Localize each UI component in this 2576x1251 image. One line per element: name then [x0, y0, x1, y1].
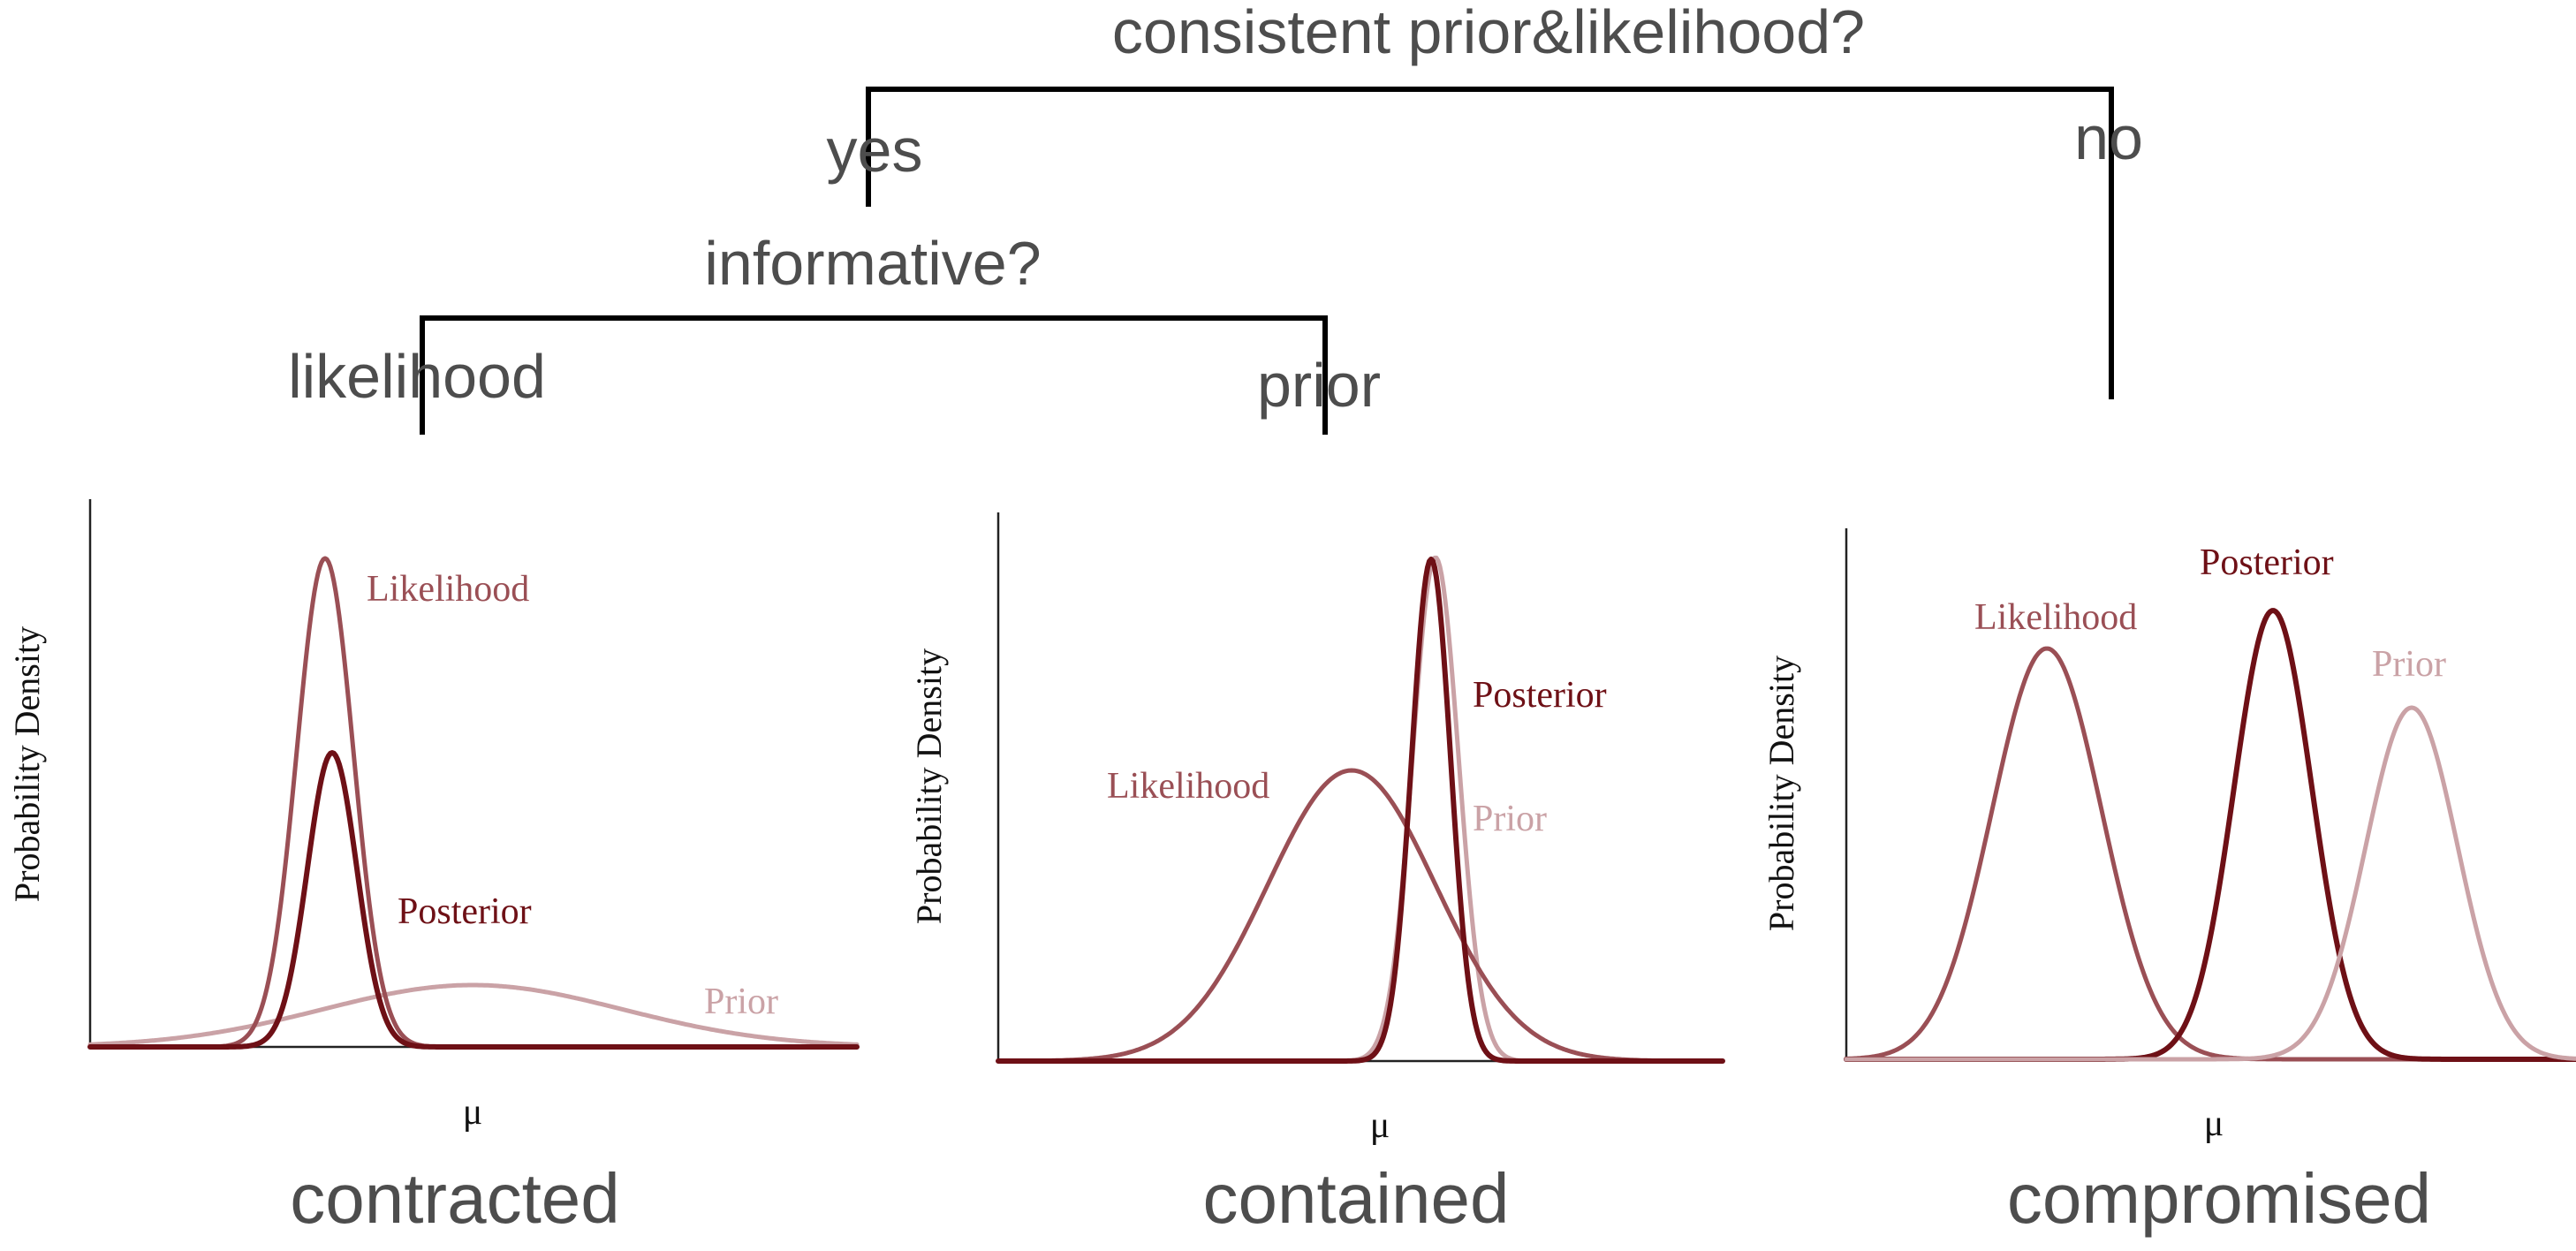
root-yes-label: yes: [827, 116, 923, 185]
likelihood-curve: [1844, 646, 2576, 1062]
likelihood-curve: [996, 768, 1725, 1064]
panel-compromised: Probability Density μ Likelihood Posteri…: [1762, 528, 2576, 1238]
prior-label: Prior: [704, 982, 778, 1022]
prior-curve: [1844, 705, 2576, 1062]
root-question: consistent prior&likelihood?: [1112, 0, 1865, 66]
likelihood-label: Likelihood: [367, 569, 529, 610]
axes: [1845, 528, 2576, 1061]
root-no-label: no: [2074, 103, 2143, 172]
prior-label: Prior: [1473, 799, 1547, 839]
prior-label: Prior: [2372, 644, 2446, 685]
posterior-curve: [1844, 608, 2576, 1062]
x-axis-label: μ: [2204, 1103, 2224, 1144]
posterior-curve: [87, 750, 860, 1050]
posterior-curve: [996, 557, 1725, 1064]
root-bracket: [866, 87, 2114, 399]
panel-caption: contracted: [290, 1159, 620, 1238]
y-axis-label: Probability Density: [7, 626, 47, 902]
posterior-label: Posterior: [2200, 542, 2334, 583]
panel-contained: Probability Density μ Likelihood Posteri…: [909, 512, 1725, 1238]
prior-curve: [996, 555, 1725, 1064]
posterior-label: Posterior: [398, 891, 532, 932]
panel-caption: compromised: [2007, 1159, 2431, 1238]
likelihood-label: Likelihood: [1107, 766, 1269, 807]
decision-tree: consistent prior&likelihood? yes no info…: [288, 0, 2143, 435]
informative-bracket: [420, 315, 1328, 435]
sub-left-label: likelihood: [288, 342, 546, 411]
panel-caption: contained: [1203, 1159, 1510, 1238]
x-axis-label: μ: [1370, 1105, 1390, 1146]
sub-question: informative?: [704, 229, 1041, 298]
likelihood-curve: [87, 556, 860, 1050]
posterior-label: Posterior: [1473, 675, 1607, 716]
y-axis-label: Probability Density: [909, 648, 949, 924]
x-axis-label: μ: [463, 1092, 483, 1133]
y-axis-label: Probability Density: [1762, 656, 1801, 931]
likelihood-label: Likelihood: [1974, 597, 2137, 638]
panel-contracted: Probability Density μ Likelihood Posteri…: [7, 499, 860, 1238]
sub-right-label: prior: [1257, 351, 1381, 420]
prior-curve: [87, 982, 860, 1047]
